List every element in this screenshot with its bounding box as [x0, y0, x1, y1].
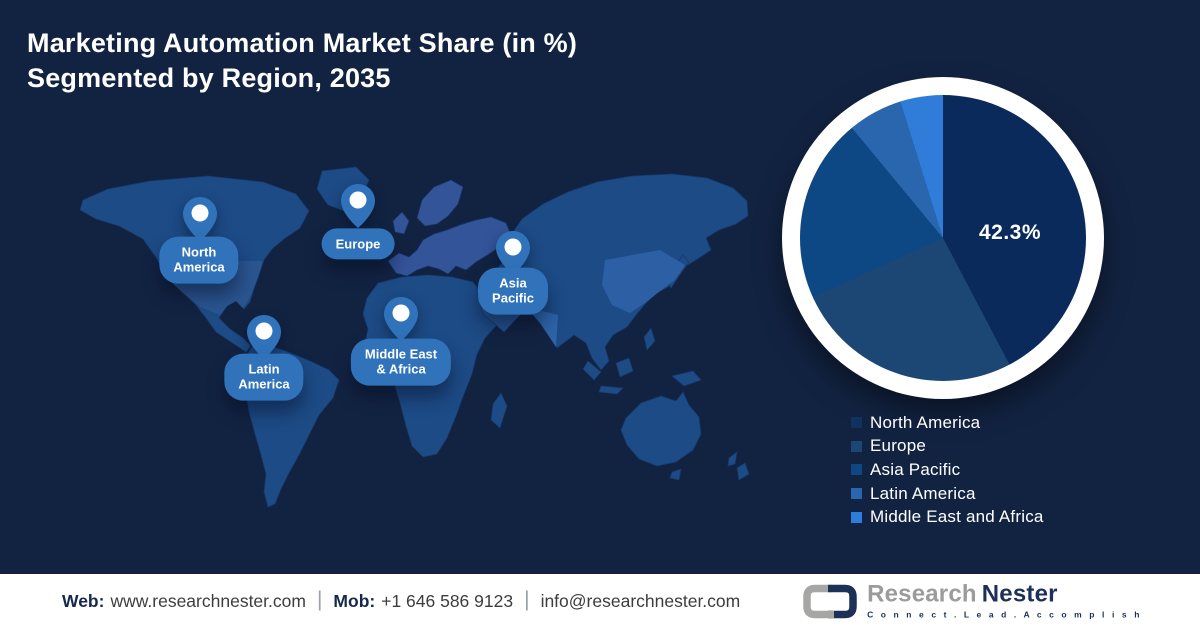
- footer-bar: Web: www.researchnester.com | Mob: +1 64…: [0, 574, 1200, 628]
- location-pin-icon: [247, 315, 281, 359]
- pie-data-label: 42.3%: [978, 221, 1042, 244]
- map-label-middle-east-africa[interactable]: Middle East & Africa: [350, 338, 452, 386]
- map-label-text: America: [238, 377, 290, 392]
- pie-legend: North America Europe Asia Pacific Latin …: [851, 411, 1044, 529]
- map-label-text: Pacific: [492, 291, 534, 306]
- island-new-zealand: [727, 451, 750, 481]
- legend-label: Europe: [870, 436, 927, 456]
- logo-text-block: Research Nester C o n n e c t . L e a d .…: [867, 580, 1142, 620]
- region-china: [602, 250, 685, 313]
- location-pin-icon: [496, 231, 530, 275]
- legend-item-europe[interactable]: Europe: [851, 435, 1044, 459]
- separator: |: [524, 588, 530, 611]
- map-pin-middle-east-africa[interactable]: [381, 295, 421, 343]
- island-new-guinea: [671, 370, 702, 387]
- map-label-text: America: [173, 260, 225, 275]
- legend-label: Asia Pacific: [870, 459, 961, 479]
- pie-chart: 42.3%: [782, 77, 1104, 399]
- legend-label: Latin America: [870, 483, 976, 503]
- island-madagascar: [490, 392, 508, 429]
- legend-item-middle-east-africa[interactable]: Middle East and Africa: [851, 505, 1044, 529]
- map-label-text: Middle East: [364, 346, 438, 362]
- location-pin-icon: [341, 184, 375, 228]
- region-scandinavia: [416, 179, 464, 227]
- region-india: [526, 307, 558, 347]
- map-label-text: & Africa: [376, 362, 426, 377]
- mob-label: Mob:: [333, 590, 376, 611]
- legend-swatch: [851, 488, 862, 500]
- continent-australia: [620, 391, 702, 467]
- legend-swatch: [851, 440, 862, 452]
- email-link[interactable]: info@researchnester.com: [540, 590, 741, 611]
- research-nester-logo[interactable]: Research Nester C o n n e c t . L e a d .…: [801, 580, 1142, 620]
- legend-item-north-america[interactable]: North America: [851, 411, 1044, 435]
- legend-item-asia-pacific[interactable]: Asia Pacific: [851, 458, 1044, 482]
- island-tasmania: [669, 468, 682, 481]
- brand-name: Research Nester: [867, 580, 1142, 608]
- map-pin-latin-america[interactable]: [244, 313, 284, 361]
- title-line-2: Segmented by Region, 2035: [27, 63, 391, 93]
- map-label-text: Asia: [499, 275, 527, 291]
- pie-chart-slices[interactable]: [800, 95, 1086, 381]
- legend-label: Middle East and Africa: [870, 507, 1044, 527]
- map-label-latin-america[interactable]: Latin America: [224, 353, 304, 401]
- map-pin-north-america[interactable]: [180, 195, 220, 243]
- separator: |: [316, 588, 323, 611]
- island-britain: [392, 211, 410, 235]
- island-borneo: [615, 357, 634, 378]
- legend-swatch: [851, 417, 862, 429]
- location-pin-icon: [183, 197, 217, 241]
- page-title: Marketing Automation Market Share (in %)…: [27, 26, 577, 96]
- legend-swatch: [851, 464, 862, 476]
- map-label-north-america[interactable]: North America: [159, 236, 239, 284]
- map-pin-europe[interactable]: [338, 182, 378, 230]
- legend-label: North America: [870, 412, 981, 432]
- phone-number[interactable]: +1 646 586 9123: [381, 590, 514, 611]
- location-pin-icon: [384, 297, 418, 341]
- website-link[interactable]: www.researchnester.com: [110, 590, 306, 611]
- logo-tagline: C o n n e c t . L e a d . A c c o m p l …: [867, 609, 1142, 620]
- island-philippines: [643, 327, 656, 351]
- world-map: North America Europe Asia Pacific Latin …: [60, 165, 750, 510]
- map-pin-asia-pacific[interactable]: [493, 229, 533, 277]
- legend-item-latin-america[interactable]: Latin America: [851, 482, 1044, 506]
- chain-link-logo-icon: [803, 584, 857, 618]
- legend-swatch: [851, 511, 862, 523]
- title-line-1: Marketing Automation Market Share (in %): [27, 28, 578, 58]
- map-label-text: Latin: [248, 361, 280, 377]
- map-label-europe[interactable]: Europe: [321, 228, 395, 260]
- map-label-text: Europe: [335, 236, 381, 252]
- island-sumatra: [582, 360, 602, 381]
- web-label: Web:: [62, 590, 105, 611]
- brand-name-nester: Nester: [981, 580, 1058, 608]
- island-java: [598, 385, 624, 395]
- map-label-text: North: [181, 244, 217, 260]
- brand-name-research: Research: [867, 580, 977, 608]
- contact-info: Web: www.researchnester.com | Mob: +1 64…: [62, 574, 740, 628]
- map-label-asia-pacific[interactable]: Asia Pacific: [478, 267, 548, 315]
